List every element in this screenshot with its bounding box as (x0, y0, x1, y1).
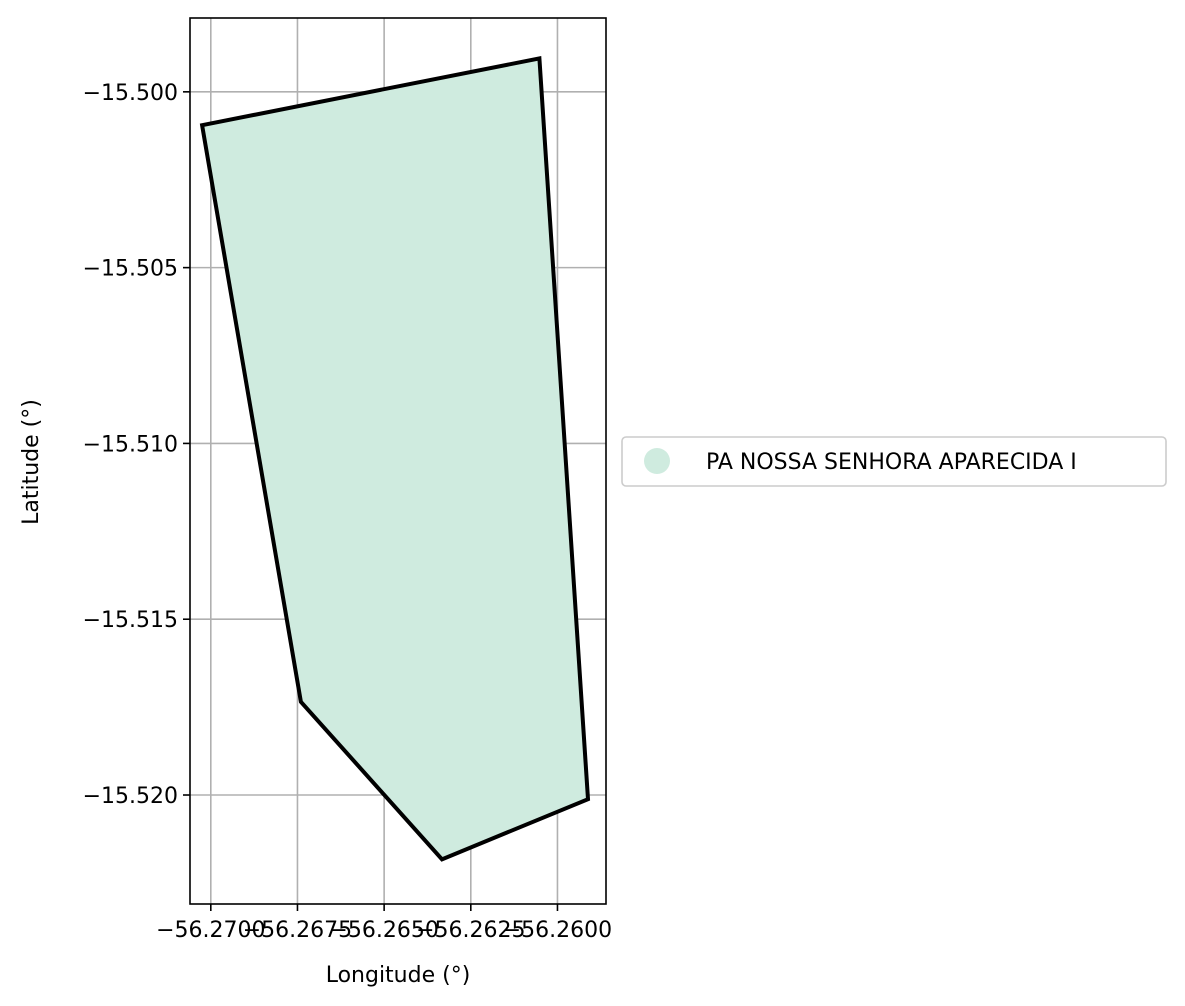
legend: PA NOSSA SENHORA APARECIDA I (622, 437, 1166, 486)
legend-marker (644, 448, 670, 474)
y-tick-label: −15.505 (83, 257, 178, 282)
legend-entry-label: PA NOSSA SENHORA APARECIDA I (706, 450, 1077, 475)
y-axis-label: Latitude (°) (19, 399, 44, 525)
y-tick-label: −15.515 (83, 608, 178, 633)
y-tick-label: −15.500 (83, 81, 178, 106)
y-tick-label: −15.510 (83, 432, 178, 457)
x-axis-label: Longitude (°) (326, 963, 471, 988)
y-tick-label: −15.520 (83, 784, 178, 809)
x-tick-label: −56.2600 (503, 918, 612, 943)
